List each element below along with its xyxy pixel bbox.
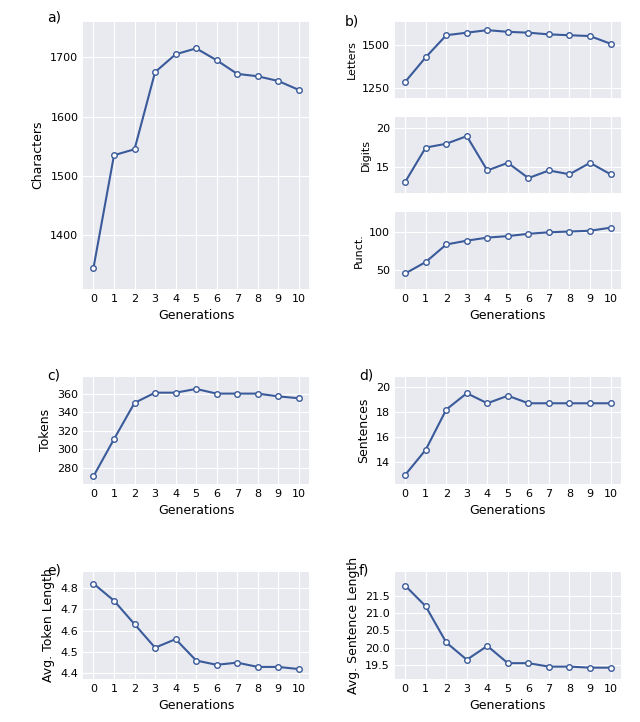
Y-axis label: Avg. Sentence Length: Avg. Sentence Length (347, 557, 360, 694)
Y-axis label: Sentences: Sentences (357, 398, 371, 463)
X-axis label: Generations: Generations (470, 699, 546, 712)
Y-axis label: Letters: Letters (346, 40, 356, 79)
Y-axis label: Avg. Token Length: Avg. Token Length (42, 568, 55, 682)
X-axis label: Generations: Generations (158, 699, 234, 712)
Text: d): d) (359, 368, 373, 383)
X-axis label: Generations: Generations (158, 504, 234, 517)
Text: c): c) (47, 368, 60, 383)
X-axis label: Generations: Generations (158, 309, 234, 322)
Text: e): e) (47, 563, 61, 578)
Text: f): f) (359, 563, 369, 578)
X-axis label: Generations: Generations (470, 504, 546, 517)
Y-axis label: Punct.: Punct. (353, 233, 364, 268)
Y-axis label: Characters: Characters (31, 121, 45, 189)
Y-axis label: Tokens: Tokens (38, 409, 52, 451)
X-axis label: Generations: Generations (470, 309, 546, 322)
Text: b): b) (345, 14, 360, 28)
Text: a): a) (47, 11, 61, 25)
Y-axis label: Digits: Digits (360, 139, 371, 171)
